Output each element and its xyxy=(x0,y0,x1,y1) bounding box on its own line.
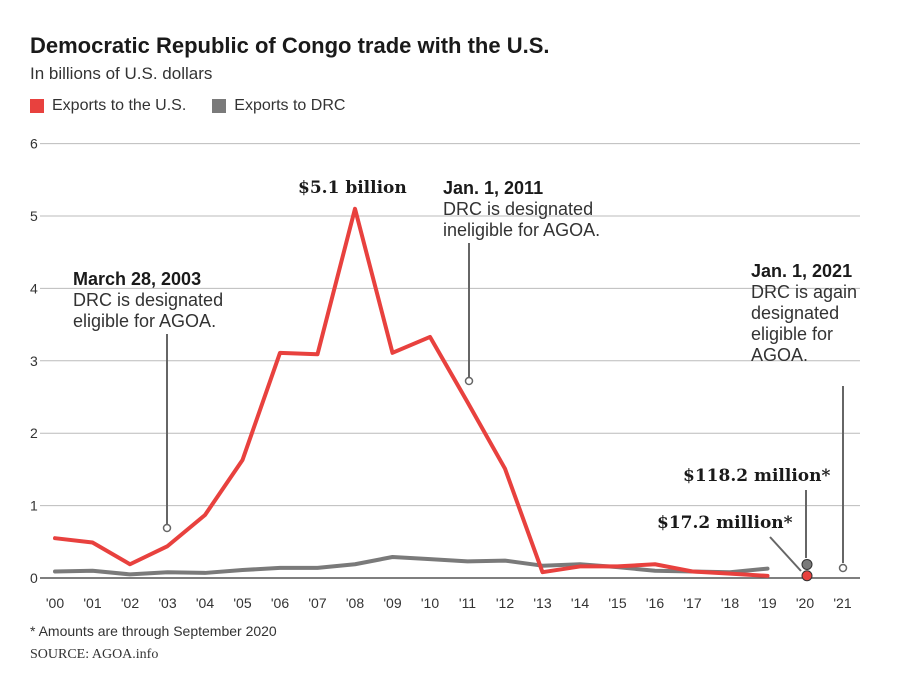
annotation-2021-line3: eligible for xyxy=(751,324,833,344)
leader-2011-dot xyxy=(464,376,474,386)
x-tick-label: '20 xyxy=(796,595,814,611)
legend-label-drc-exports: Exports to DRC xyxy=(234,97,346,114)
x-tick-label: '21 xyxy=(833,595,851,611)
chart-title: Democratic Republic of Congo trade with … xyxy=(30,33,550,58)
annotation-us-2020: $17.2 million* xyxy=(657,513,793,533)
legend-label-us-exports: Exports to the U.S. xyxy=(52,97,187,114)
x-tick-label: '04 xyxy=(196,595,214,611)
annotation-2021-date: Jan. 1, 2021 xyxy=(751,261,852,281)
y-tick-label-2: 2 xyxy=(30,425,38,441)
annotation-2011-date: Jan. 1, 2011 xyxy=(443,178,543,198)
gridlines xyxy=(40,143,860,579)
annotation-drc-2020: $118.2 million* xyxy=(683,466,830,486)
x-tick-label: '08 xyxy=(346,595,364,611)
y-tick-label-6: 6 xyxy=(30,136,38,152)
chart-subtitle: In billions of U.S. dollars xyxy=(30,64,213,83)
point-us-exports-2020 xyxy=(801,570,813,582)
annotation-2021-line4: AGOA. xyxy=(751,345,808,365)
x-axis-ticks: '00 '01 '02 '03 '04 '05 '06 '07 '08 '09 '10 '11 '12 '… xyxy=(46,595,852,611)
y-tick-label-4: 4 xyxy=(30,280,38,296)
legend-item-us-exports: Exports to the U.S. xyxy=(30,97,186,115)
y-axis-ticks: 0 1 2 3 4 5 6 xyxy=(30,136,38,586)
annotation-2003-line2: eligible for AGOA. xyxy=(73,311,216,331)
legend-swatch-us-exports xyxy=(30,99,44,113)
series-line-drc-exports xyxy=(53,555,770,577)
x-tick-label: '09 xyxy=(383,595,401,611)
x-tick-label: '11 xyxy=(459,595,476,611)
leader-us-2020 xyxy=(769,536,802,572)
annotation-2003-line1: DRC is designated xyxy=(73,290,223,310)
annotation-2003-date: March 28, 2003 xyxy=(73,269,201,289)
x-tick-label: '18 xyxy=(721,595,739,611)
x-tick-label: '19 xyxy=(758,595,776,611)
x-tick-label: '07 xyxy=(308,595,326,611)
legend-swatch-drc-exports xyxy=(212,99,227,113)
footnote: * Amounts are through September 2020 xyxy=(30,623,277,639)
x-tick-label: '05 xyxy=(233,595,251,611)
legend-item-drc-exports: Exports to DRC xyxy=(212,97,345,115)
x-tick-label: '02 xyxy=(121,595,139,611)
annotation-2021-line1: DRC is again xyxy=(751,282,857,302)
annotation-peak: $5.1 billion xyxy=(298,178,407,198)
series-line-us-exports xyxy=(53,206,770,578)
series-lines xyxy=(53,206,770,578)
x-tick-label: '00 xyxy=(46,595,64,611)
annotation-leaders xyxy=(162,243,848,573)
x-tick-label: '10 xyxy=(421,595,439,611)
x-tick-label: '14 xyxy=(571,595,589,611)
leader-2003-dot xyxy=(162,523,172,533)
y-tick-label-5: 5 xyxy=(30,208,38,224)
annotation-2011-line1: DRC is designated xyxy=(443,199,593,219)
x-tick-label: '06 xyxy=(271,595,289,611)
series-endpoints xyxy=(801,558,813,582)
annotation-2011-line2: ineligible for AGOA. xyxy=(443,220,600,240)
x-tick-label: '15 xyxy=(608,595,626,611)
y-tick-label-1: 1 xyxy=(30,498,38,514)
y-tick-label-3: 3 xyxy=(30,353,38,369)
source-note: SOURCE: AGOA.info xyxy=(30,647,159,662)
point-drc-exports-2020 xyxy=(801,558,813,570)
leader-2021-dot xyxy=(838,563,848,573)
x-tick-label: '01 xyxy=(83,595,101,611)
x-tick-label: '17 xyxy=(683,595,701,611)
x-tick-label: '12 xyxy=(496,595,514,611)
legend: Exports to the U.S. Exports to DRC xyxy=(30,97,371,115)
x-tick-label: '03 xyxy=(158,595,176,611)
annotation-2021-line2: designated xyxy=(751,303,839,323)
y-tick-label-0: 0 xyxy=(30,570,38,586)
x-tick-label: '16 xyxy=(646,595,664,611)
x-tick-label: '13 xyxy=(533,595,551,611)
